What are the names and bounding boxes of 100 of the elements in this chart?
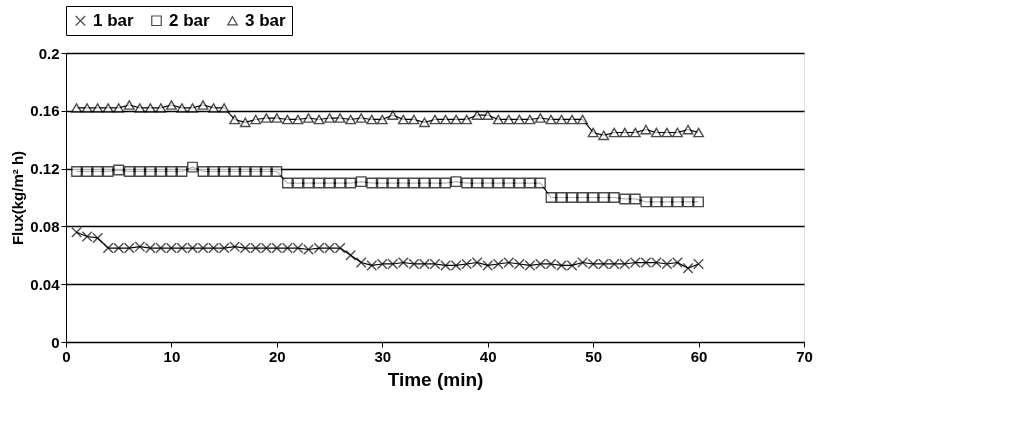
point (260, 113, 272, 123)
point (577, 192, 589, 203)
point (81, 166, 93, 177)
point (682, 124, 694, 135)
point (303, 177, 314, 189)
point (387, 177, 399, 189)
point (113, 103, 125, 113)
point (492, 114, 504, 125)
y-tick-label: 0 (51, 333, 60, 351)
point (113, 164, 125, 176)
point (619, 127, 631, 138)
point (102, 166, 114, 177)
point (165, 166, 177, 177)
point (450, 114, 462, 125)
point (313, 114, 325, 125)
x-tick-label: 40 (479, 347, 497, 365)
point (640, 124, 652, 135)
point (419, 177, 430, 189)
point (208, 166, 220, 177)
point (239, 117, 251, 128)
point (123, 166, 135, 177)
x-tick-label: 10 (163, 347, 181, 365)
point (155, 166, 167, 177)
point (239, 166, 251, 177)
point (218, 103, 230, 113)
point (566, 114, 578, 125)
point (598, 192, 610, 203)
point (556, 192, 567, 203)
point (81, 103, 93, 113)
point (366, 114, 378, 125)
legend-label: 1 bar (93, 10, 135, 30)
point (629, 127, 641, 138)
point (102, 103, 114, 113)
point (482, 110, 494, 120)
point (71, 226, 82, 238)
point (461, 114, 473, 125)
point (123, 100, 135, 110)
x-tick-label: 60 (690, 347, 708, 365)
point (429, 114, 441, 125)
point (176, 103, 188, 113)
point (577, 114, 589, 125)
point (640, 196, 652, 208)
point (165, 100, 177, 110)
x-tick-label: 30 (374, 347, 392, 365)
point (197, 100, 209, 110)
point (292, 177, 304, 189)
point (271, 113, 283, 123)
point (187, 103, 198, 113)
y-axis-title: Flux(kg/m² h) (9, 150, 27, 246)
y-tick-label: 0.2 (38, 44, 60, 62)
point (650, 196, 662, 208)
point (303, 113, 314, 123)
point (450, 176, 462, 188)
point (208, 103, 220, 113)
point (682, 196, 694, 208)
point (503, 114, 515, 125)
point (271, 166, 283, 177)
point (545, 114, 557, 125)
y-tick-label: 0.04 (30, 275, 61, 293)
point (134, 166, 146, 177)
point (92, 103, 104, 113)
point (608, 192, 620, 203)
point (345, 177, 357, 189)
point (598, 130, 610, 141)
point (608, 127, 620, 138)
point (345, 114, 357, 125)
x-axis-title: Time (min) (387, 368, 484, 390)
point (324, 113, 336, 123)
point (187, 161, 198, 173)
y-tick-label: 0.16 (30, 102, 60, 120)
point (566, 192, 578, 203)
x-tick-label: 50 (585, 347, 602, 365)
point (482, 177, 494, 189)
point (92, 166, 104, 177)
point (324, 177, 336, 189)
point (419, 117, 430, 128)
point (355, 113, 367, 123)
point (281, 114, 293, 125)
point (545, 192, 557, 203)
point (197, 166, 209, 177)
point (71, 166, 82, 177)
y-tick-label: 0.12 (30, 160, 60, 178)
point (587, 192, 599, 203)
point (155, 103, 167, 113)
point (513, 114, 525, 125)
point (397, 114, 409, 125)
point (144, 103, 156, 113)
point (408, 114, 420, 125)
point (355, 176, 367, 188)
legend-label: 2 bar (169, 10, 211, 30)
x-tick-label: 70 (796, 347, 813, 365)
x-tick-label: 20 (269, 347, 286, 365)
point (661, 196, 673, 208)
point (366, 177, 378, 189)
point (134, 103, 146, 113)
point (534, 177, 546, 189)
point (250, 166, 262, 177)
y-tick-label: 0.08 (30, 217, 60, 235)
point (260, 166, 272, 177)
legend-label: 3 bar (245, 10, 287, 30)
